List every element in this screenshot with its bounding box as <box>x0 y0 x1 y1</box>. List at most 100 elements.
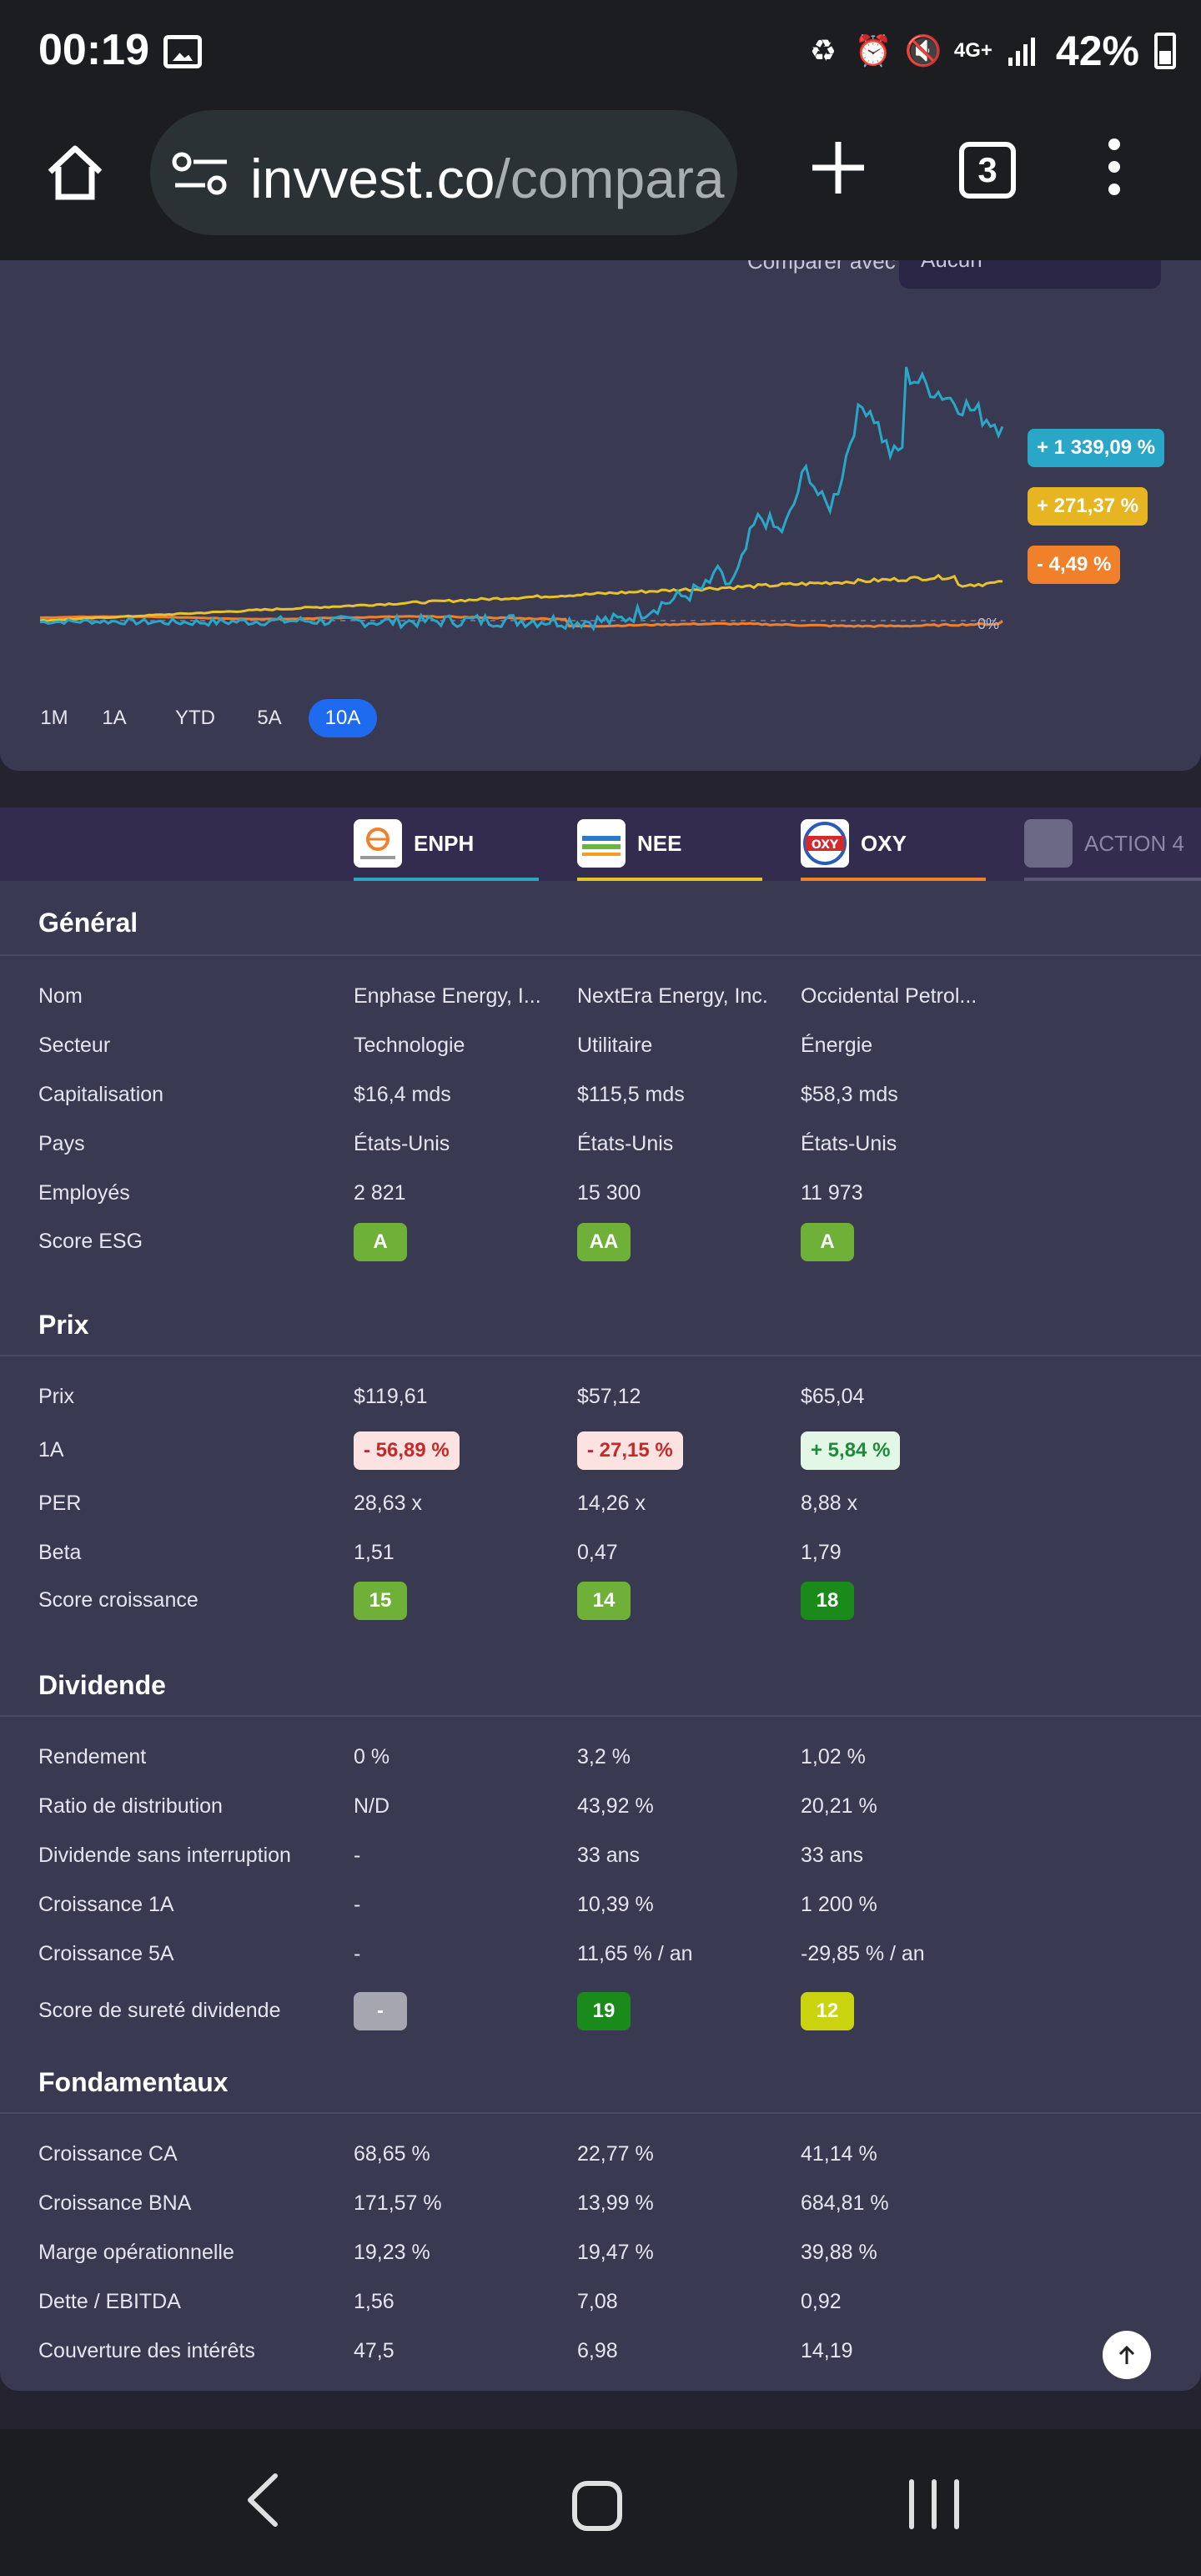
table-cell: 11,65 % / an <box>577 1942 693 1965</box>
recent-apps-icon[interactable] <box>909 2479 959 2529</box>
home-icon[interactable] <box>42 138 108 205</box>
table-row: Capitalisation $16,4 mds $115,5 mds $58,3 m… <box>0 1069 1201 1118</box>
back-icon[interactable] <box>242 2471 284 2529</box>
mute-icon: 🔇 <box>904 33 942 68</box>
table-cell: 1,56 <box>354 2290 394 2313</box>
table-cell: États-Unis <box>354 1132 450 1155</box>
row-label: PER <box>38 1492 82 1515</box>
perf-badge-enph: + 1 339,09 % <box>1028 429 1165 467</box>
table-cell: 171,57 % <box>354 2191 442 2215</box>
range-1a[interactable]: 1A <box>102 707 127 729</box>
table-cell: $65,04 <box>801 1385 865 1408</box>
value-badge: AA <box>577 1223 631 1261</box>
table-cell: 11 973 <box>801 1181 863 1205</box>
table-cell: 47,5 <box>354 2339 394 2362</box>
table-cell: 1,51 <box>354 1541 394 1564</box>
table-cell: -29,85 % / an <box>801 1942 925 1965</box>
ticker-enph[interactable]: ENPH <box>354 808 539 881</box>
table-row: Score croissance 15 14 18 <box>0 1575 1201 1623</box>
table-cell: 10,39 % <box>577 1893 654 1916</box>
perf-badge-nee: + 271,37 % <box>1028 487 1148 526</box>
oxy-logo: OXY <box>801 819 849 868</box>
row-label: Dividende sans interruption <box>38 1844 291 1867</box>
performance-chart <box>39 366 1004 632</box>
scroll-to-top-button[interactable] <box>1103 2331 1151 2379</box>
table-row: Croissance 1A - 10,39 % 1 200 % <box>0 1879 1201 1928</box>
recycle-icon: ♻ <box>809 33 837 68</box>
table-cell: 14,19 <box>801 2339 853 2362</box>
value-badge: 19 <box>577 1992 631 2030</box>
ticker-oxy[interactable]: OXY OXY <box>801 808 986 881</box>
divider <box>0 1715 1201 1717</box>
compare-select[interactable]: Aucun <box>899 260 1161 289</box>
table-row: Couverture des intérêts 47,5 6,98 14,19 <box>0 2326 1201 2374</box>
range-10a[interactable]: 10A <box>309 699 377 737</box>
compare-select-value: Aucun <box>921 260 982 273</box>
table-cell: Enphase Energy, I... <box>354 984 541 1008</box>
row-label: Ratio de distribution <box>38 1794 223 1818</box>
compare-label: Comparer avec <box>747 260 896 274</box>
row-label: Marge opérationnelle <box>38 2241 234 2264</box>
value-badge: 18 <box>801 1582 854 1620</box>
table-cell: Technologie <box>354 1034 465 1057</box>
table-row: Beta 1,51 0,47 1,79 <box>0 1527 1201 1576</box>
more-options-icon[interactable] <box>1099 138 1129 205</box>
divider <box>0 2112 1201 2114</box>
browser-toolbar: invvest.co/compara 3 <box>0 102 1201 260</box>
table-cell: 1,79 <box>801 1541 842 1564</box>
table-cell: 20,21 % <box>801 1794 877 1818</box>
row-label: Nom <box>38 984 83 1008</box>
range-5a[interactable]: 5A <box>257 707 282 729</box>
table-cell: Utilitaire <box>577 1034 653 1057</box>
table-cell: 28,63 x <box>354 1492 423 1515</box>
value-badge: - 27,15 % <box>577 1431 683 1470</box>
table-cell: 15 300 <box>577 1181 641 1205</box>
ticker-symbol: ENPH <box>414 831 475 856</box>
value-badge: A <box>354 1223 407 1261</box>
table-cell: 22,77 % <box>577 2142 654 2166</box>
series-line-oxy <box>40 615 1003 628</box>
range-1m[interactable]: 1M <box>40 707 68 729</box>
table-row: PER 28,63 x 14,26 x 8,88 x <box>0 1478 1201 1527</box>
table-cell: 43,92 % <box>577 1794 654 1818</box>
ticker-action-4[interactable]: ACTION 4 <box>1024 808 1201 881</box>
ticker-nee[interactable]: NEE <box>577 808 762 881</box>
series-line-enph <box>39 366 1004 632</box>
table-row: Rendement 0 % 3,2 % 1,02 % <box>0 1732 1201 1780</box>
chart-card: Comparer avec Aucun 0% + 1 339,09 % + 27… <box>0 260 1201 771</box>
table-cell: - <box>354 1942 361 1965</box>
url-host: invvest.co <box>250 148 495 209</box>
table-cell: $115,5 mds <box>577 1083 685 1106</box>
url-field[interactable]: invvest.co/compara <box>150 110 737 235</box>
ticker-symbol: OXY <box>861 831 907 856</box>
table-row: Dividende sans interruption - 33 ans 33 ans <box>0 1830 1201 1879</box>
new-tab-icon[interactable] <box>809 138 867 197</box>
status-icons: ♻ ⏰ 🔇 4G+ 42% <box>806 22 1176 80</box>
table-cell: 7,08 <box>577 2290 618 2313</box>
range-ytd[interactable]: YTD <box>175 707 215 729</box>
site-settings-icon[interactable] <box>172 150 230 197</box>
table-cell: $16,4 mds <box>354 1083 451 1106</box>
home-nav-icon[interactable] <box>572 2481 622 2531</box>
series-line-nee <box>39 573 1003 622</box>
value-badge: 12 <box>801 1992 854 2030</box>
table-cell: 14,26 x <box>577 1492 646 1515</box>
row-label: Score de sureté dividende <box>38 1999 281 2022</box>
table-row: Secteur Technologie Utilitaire Énergie <box>0 1020 1201 1069</box>
ticker-symbol: ACTION 4 <box>1084 831 1184 856</box>
table-row: Croissance BNA 171,57 % 13,99 % 684,81 % <box>0 2178 1201 2226</box>
table-cell: $119,61 <box>354 1385 428 1408</box>
table-row: Employés 2 821 15 300 11 973 <box>0 1168 1201 1216</box>
network-type: 4G+ <box>953 39 992 62</box>
section-title-prix: Prix <box>38 1310 89 1340</box>
row-label: Dette / EBITDA <box>38 2290 181 2313</box>
alarm-icon: ⏰ <box>854 33 892 68</box>
table-cell: $57,12 <box>577 1385 641 1408</box>
table-cell: Énergie <box>801 1034 873 1057</box>
ticker-header: ENPH NEE OXY OXY ACTION 4 <box>0 808 1201 881</box>
table-cell: N/D <box>354 1794 390 1818</box>
value-badge: 15 <box>354 1582 407 1620</box>
table-cell: 2 821 <box>354 1181 406 1205</box>
table-cell: 33 ans <box>577 1844 641 1867</box>
tab-switcher-button[interactable]: 3 <box>959 142 1016 199</box>
